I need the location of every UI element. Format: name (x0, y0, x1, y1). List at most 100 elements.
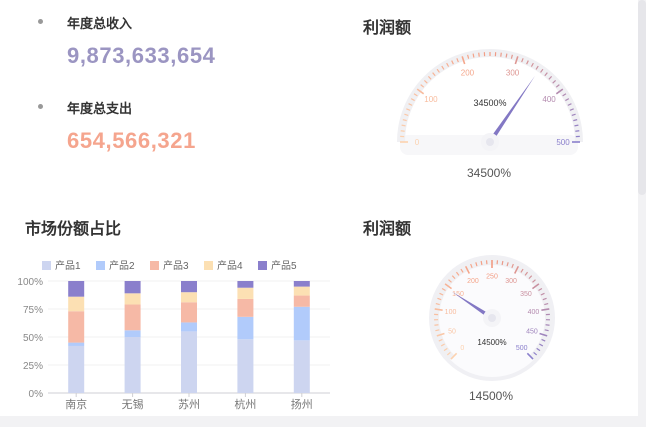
bar-segment (124, 293, 141, 305)
gauge-minor-tick (506, 262, 509, 267)
gauge-minor-tick (532, 279, 536, 283)
gauge-minor-tick (528, 275, 533, 280)
gauge-minor-tick (401, 124, 406, 127)
gauge-minor-tick (575, 130, 580, 132)
gauge-minor-tick (441, 65, 445, 70)
gauge-minor-tick (448, 279, 452, 283)
legend-swatch (204, 261, 213, 270)
gauge-center-label: 14500% (477, 338, 506, 347)
bar-segment (237, 298, 254, 317)
gauge-hub-inner (486, 138, 494, 146)
gauge-minor-tick (475, 262, 478, 267)
y-tick-label: 0% (29, 389, 44, 400)
gauge-minor-tick (505, 53, 508, 58)
gauge-minor-tick (437, 297, 442, 301)
gauge-tick-label: 400 (542, 95, 556, 104)
gauge-minor-tick (535, 65, 539, 70)
gauge-minor-tick (427, 75, 432, 80)
gauge-minor-tick (567, 103, 572, 106)
gauge-minor-tick (408, 103, 413, 106)
gauge-tick-label: 0 (415, 138, 420, 147)
gauge-minor-tick (538, 287, 543, 292)
bar-segment (293, 340, 310, 393)
gauge-minor-tick (565, 98, 570, 102)
bullet-icon (38, 19, 43, 24)
gauge-minor-tick (406, 108, 411, 111)
gauge-minor-tick (524, 271, 529, 276)
bar-segment (124, 330, 141, 337)
gauge-minor-tick (569, 108, 574, 111)
gauge-minor-tick (480, 260, 483, 266)
bar-segment (181, 302, 197, 323)
gauge-minor-tick (521, 58, 524, 63)
gauge-tick-label: 450 (526, 328, 538, 335)
gauge-minor-tick (402, 119, 407, 122)
bar-segment (237, 287, 254, 299)
gauge-major-tick (434, 308, 443, 311)
gauge-minor-tick (526, 60, 529, 65)
gauge-tick-label: 250 (486, 273, 498, 280)
gauge-minor-tick (400, 130, 405, 132)
gauge-minor-tick (441, 287, 446, 292)
gauge-tick-label: 400 (528, 309, 540, 316)
y-tick-label: 25% (23, 361, 43, 372)
scrollbar[interactable] (638, 0, 646, 195)
x-tick-label: 苏州 (178, 398, 200, 411)
bar-segment (181, 331, 197, 393)
x-tick-label: 无锡 (122, 397, 144, 411)
gauge-minor-tick (451, 60, 454, 65)
bar-segment (181, 292, 197, 303)
gauge-tick-label: 500 (556, 138, 570, 147)
bar-segment (68, 342, 85, 346)
gauge-minor-tick (530, 62, 534, 67)
gauge-minor-tick (467, 54, 470, 59)
gauge-minor-tick (404, 113, 409, 116)
gauge-tick-label: 300 (506, 68, 520, 77)
x-tick-label: 扬州 (291, 397, 313, 411)
x-tick-label: 南京 (65, 397, 87, 411)
gauge-minor-tick (533, 351, 538, 356)
gauge-minor-tick (545, 324, 550, 326)
gauge-minor-tick (555, 84, 560, 88)
bar-segment (124, 337, 141, 393)
gauge-major-tick (444, 283, 453, 290)
y-tick-label: 100% (17, 277, 43, 288)
gauge-minor-tick (434, 324, 439, 326)
gauge-tick-label: 100 (424, 95, 438, 104)
income-label: 年度总收入 (67, 16, 133, 31)
bar-segment (68, 296, 85, 312)
bar-segment (293, 295, 310, 307)
bar-segment (181, 281, 197, 293)
gauge-tick-label: 100 (445, 309, 457, 316)
legend-swatch (42, 261, 51, 270)
gauge-major-tick (514, 56, 519, 65)
gauge-needle (488, 75, 535, 144)
gauge-major-tick (541, 308, 550, 311)
bar-segment (293, 306, 310, 341)
gauge-minor-tick (544, 72, 548, 77)
gauge-minor-tick (410, 98, 415, 102)
income-value: 9,873,633,654 (67, 43, 216, 68)
gauge-minor-tick (548, 75, 553, 80)
legend-label: 产品1 (55, 259, 81, 272)
legend-swatch (258, 261, 267, 270)
gauge-minor-tick (540, 68, 544, 73)
gauge-major-tick (436, 332, 445, 337)
gauge-minor-tick (510, 54, 513, 59)
gauge-minor-tick (501, 260, 504, 266)
gauge-minor-tick (541, 338, 546, 342)
gauge-minor-tick (544, 329, 549, 332)
legend-label: 产品5 (271, 259, 297, 272)
gauge-minor-tick (500, 52, 502, 57)
gauge-minor-tick (574, 124, 579, 127)
gauge-tick-label: 200 (467, 278, 479, 285)
gauge-minor-tick (443, 347, 448, 352)
gauge-minor-tick (540, 292, 545, 296)
gauge-minor-tick (440, 343, 445, 347)
gauge-major-tick (416, 88, 425, 95)
gauge-minor-tick (439, 292, 444, 296)
gauge-minor-tick (573, 119, 578, 122)
legend-label: 产品4 (217, 259, 243, 272)
gauge-minor-tick (472, 53, 475, 58)
